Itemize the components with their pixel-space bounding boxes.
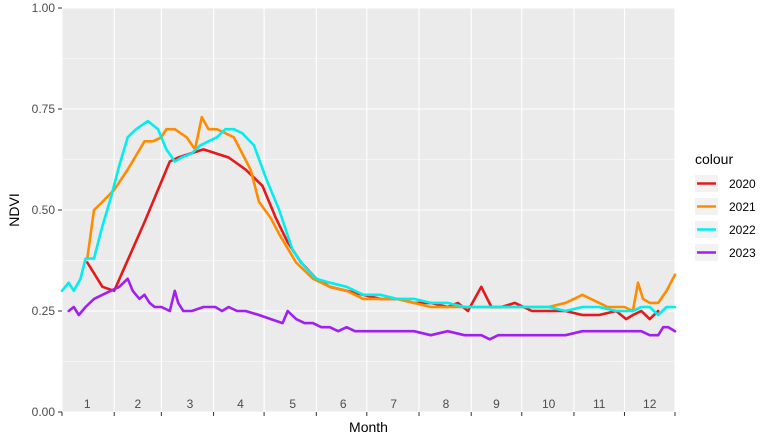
month-label: 6 bbox=[340, 397, 347, 411]
legend-label-2021: 2021 bbox=[729, 200, 756, 214]
y-axis-title: NDVI bbox=[6, 193, 22, 226]
legend: colour 2020 2021 2022 2023 bbox=[695, 151, 756, 261]
legend-label-2020: 2020 bbox=[729, 177, 756, 191]
axis-layer: 0.000.250.500.751.001 2 3 4 5 6 7 8 9 10 11 12 bbox=[32, 1, 676, 419]
month-label: 1 bbox=[84, 397, 91, 411]
month-label: 2 bbox=[134, 397, 141, 411]
month-label: 9 bbox=[493, 397, 500, 411]
legend-title: colour bbox=[695, 151, 733, 167]
series-line-2022 bbox=[60, 119, 677, 317]
legend-label-2023: 2023 bbox=[729, 246, 756, 260]
month-label: 5 bbox=[289, 397, 296, 411]
month-label: 3 bbox=[187, 397, 194, 411]
series-line-2023 bbox=[67, 277, 677, 341]
month-label: 10 bbox=[542, 397, 556, 411]
y-tick-label: 0.50 bbox=[32, 203, 56, 217]
month-label: 8 bbox=[443, 397, 450, 411]
y-tick-label: 0.75 bbox=[32, 102, 56, 116]
y-tick-label: 0.25 bbox=[32, 304, 56, 318]
y-tick-label: 0.00 bbox=[32, 405, 56, 419]
legend-label-2022: 2022 bbox=[729, 223, 756, 237]
series-line-2021 bbox=[86, 115, 677, 313]
month-label: 12 bbox=[643, 397, 657, 411]
series-layer bbox=[60, 115, 677, 341]
month-label: 11 bbox=[593, 397, 606, 411]
month-label: 4 bbox=[237, 397, 244, 411]
y-tick-label: 1.00 bbox=[32, 1, 56, 15]
month-label: 7 bbox=[390, 397, 397, 411]
x-axis-title: Month bbox=[349, 419, 388, 435]
